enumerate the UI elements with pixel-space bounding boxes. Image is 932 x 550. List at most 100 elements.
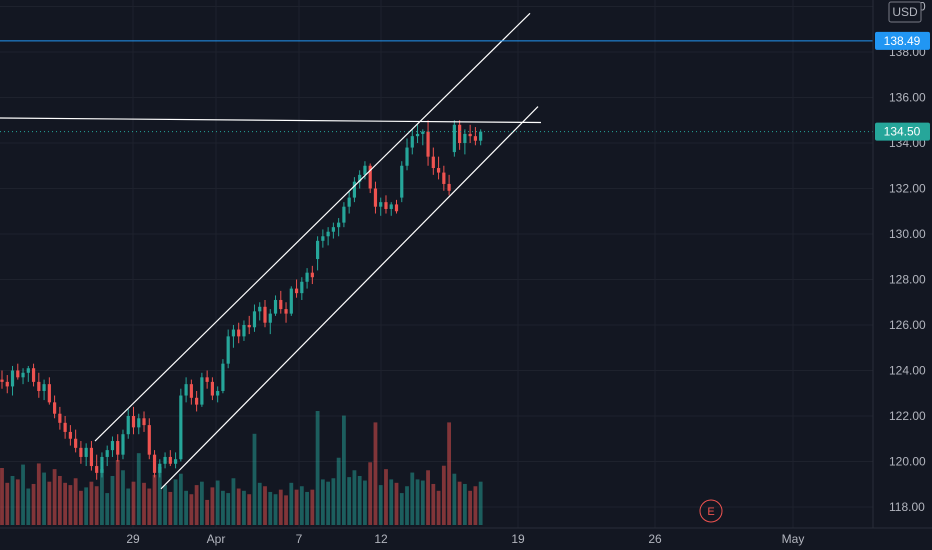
candle-body xyxy=(452,124,456,153)
candle-body xyxy=(347,197,351,207)
volume-bar xyxy=(63,482,68,525)
candle-body xyxy=(326,231,330,237)
volume-bar xyxy=(68,485,73,525)
volume-bar xyxy=(168,491,173,525)
candle-body xyxy=(152,454,157,473)
volume-bar xyxy=(436,490,441,525)
volume-bar xyxy=(110,475,115,525)
candle-body xyxy=(189,384,193,398)
candle-body xyxy=(331,227,335,232)
candle-body xyxy=(273,299,278,314)
volume-bar xyxy=(226,493,231,525)
candle-body xyxy=(279,299,283,310)
candle-body xyxy=(358,174,362,182)
volume-bar xyxy=(105,493,110,525)
candle-body xyxy=(268,313,272,323)
volume-bar xyxy=(194,485,199,525)
candle-body xyxy=(305,272,309,282)
volume-bar xyxy=(57,475,62,525)
candle-body xyxy=(379,202,383,207)
candle-body xyxy=(337,222,341,228)
volume-bar xyxy=(441,465,446,525)
volume-bar xyxy=(147,488,152,525)
candle-body xyxy=(284,309,288,314)
candle-body xyxy=(95,466,99,473)
channel-lower-line xyxy=(160,106,539,490)
y-tick-122.00: 122.00 xyxy=(889,409,926,423)
candle-body xyxy=(421,131,425,134)
volume-bar xyxy=(457,481,462,525)
time-axis[interactable] xyxy=(0,528,873,550)
candle-body xyxy=(247,325,251,328)
candle-body xyxy=(216,390,220,396)
candle-body xyxy=(121,434,125,455)
horizontal-line-price-tag[interactable] xyxy=(875,31,930,50)
volume-bar xyxy=(294,489,299,525)
candle-body xyxy=(226,336,230,364)
volume-bar xyxy=(215,480,220,525)
volume-bar xyxy=(21,464,25,525)
volume-bar xyxy=(478,481,483,525)
earnings-marker-label: E xyxy=(707,506,714,518)
candle-body xyxy=(58,413,62,423)
volume-bar xyxy=(5,482,10,525)
volume-bar xyxy=(468,490,473,525)
candle-body xyxy=(400,165,404,198)
currency-label-box[interactable] xyxy=(888,1,922,23)
currency-label: USD xyxy=(892,5,918,19)
volume-bar xyxy=(310,489,315,525)
volume-bar xyxy=(89,481,94,525)
candle-body xyxy=(405,147,409,166)
volume-bar xyxy=(452,473,457,525)
price-axis[interactable] xyxy=(873,0,932,528)
candle-body xyxy=(100,456,104,473)
candle-body xyxy=(105,450,109,457)
volume-bar xyxy=(447,422,451,525)
volume-bar xyxy=(121,470,125,525)
volume-bar xyxy=(247,494,252,525)
y-tick-124.00: 124.00 xyxy=(889,364,926,378)
current-price-tag[interactable] xyxy=(875,122,930,141)
trendline-drawings[interactable] xyxy=(0,12,542,490)
volume-bar xyxy=(242,490,246,525)
volume-bar xyxy=(342,415,346,525)
volume-bar xyxy=(42,472,46,525)
volume-bar xyxy=(0,468,4,525)
candle-body xyxy=(415,133,420,137)
candle-body xyxy=(0,379,4,382)
candle-body xyxy=(31,368,36,382)
volume-bar xyxy=(163,485,167,525)
candle-body xyxy=(116,441,120,455)
candle-body xyxy=(89,447,94,467)
volume-bar xyxy=(100,469,104,525)
volume-bar xyxy=(326,481,331,525)
volume-series xyxy=(0,411,483,525)
candle-body xyxy=(289,288,293,314)
candle-body xyxy=(431,156,435,169)
earnings-marker[interactable]: E xyxy=(699,499,723,523)
volume-bar xyxy=(205,499,210,525)
candle-body xyxy=(479,131,483,141)
volume-bar xyxy=(315,411,320,525)
candle-body xyxy=(53,402,57,414)
volume-bar xyxy=(47,481,52,525)
volume-bar xyxy=(289,482,294,525)
candle-body xyxy=(158,463,162,473)
volume-bar xyxy=(284,495,288,525)
volume-bar xyxy=(363,480,367,525)
x-tick-19: 19 xyxy=(511,532,525,546)
candle-body xyxy=(210,381,214,396)
volume-bar xyxy=(52,469,57,525)
candle-body xyxy=(147,425,151,455)
volume-bar xyxy=(268,491,273,525)
volume-bar xyxy=(94,486,99,525)
volume-bar xyxy=(320,479,325,525)
volume-bar xyxy=(347,477,352,525)
time-axis-ticks: 29 Apr 7 12 19 26 May xyxy=(126,532,804,546)
candle-body xyxy=(342,206,346,223)
volume-bar xyxy=(221,490,225,525)
volume-bar xyxy=(389,479,394,525)
x-tick-29: 29 xyxy=(126,532,140,546)
candle-body xyxy=(68,431,72,439)
